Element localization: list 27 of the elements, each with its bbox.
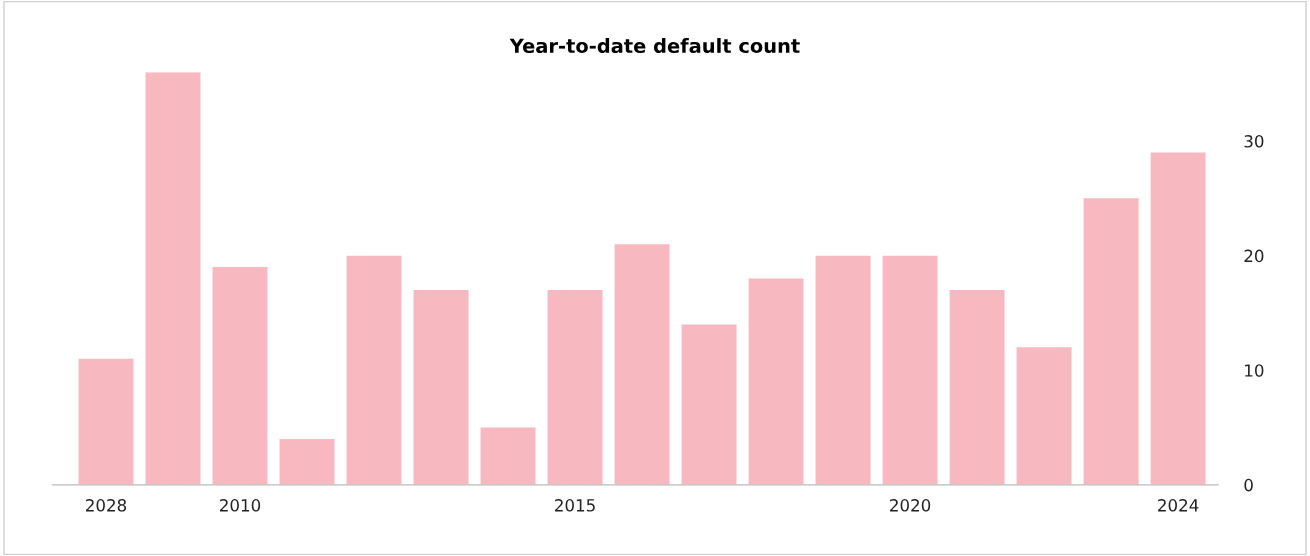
x-tick-label: 2024 — [1158, 499, 1199, 512]
bar — [413, 290, 469, 485]
x-tick-label: 2028 — [86, 499, 127, 512]
bar — [748, 278, 804, 485]
chart-title: Year-to-date default count — [509, 38, 800, 54]
bar — [681, 324, 737, 485]
bar — [145, 72, 201, 485]
bar — [346, 255, 402, 485]
bar — [279, 438, 335, 485]
x-tick-label: 2015 — [555, 499, 595, 512]
bar — [1016, 347, 1072, 485]
bar — [882, 255, 938, 485]
bar — [480, 427, 536, 485]
y-tick-label: 0 — [1244, 478, 1253, 492]
bar — [212, 267, 268, 485]
y-tick-label: 10 — [1245, 364, 1264, 377]
bar — [815, 255, 871, 485]
bar — [547, 290, 603, 485]
y-tick-label: 20 — [1244, 249, 1264, 263]
y-tick-label: 30 — [1244, 135, 1264, 148]
bar — [78, 358, 134, 485]
bar — [1083, 198, 1139, 485]
bar — [949, 290, 1005, 485]
bar — [614, 244, 670, 485]
bar — [1150, 152, 1206, 485]
x-tick-label: 2010 — [220, 499, 261, 512]
x-tick-label: 2020 — [890, 499, 931, 512]
